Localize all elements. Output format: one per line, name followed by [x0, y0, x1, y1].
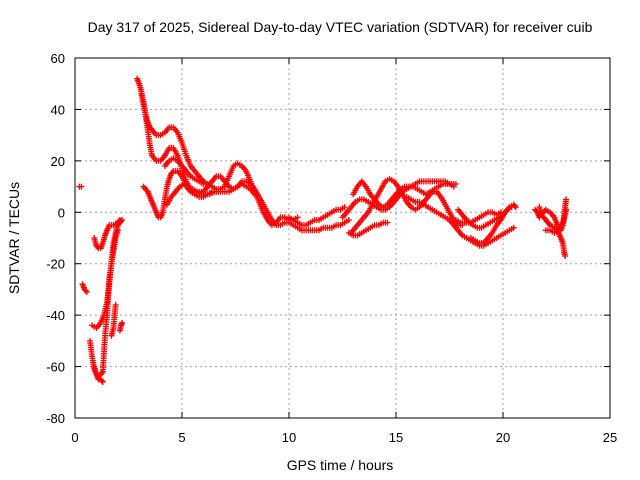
data-point — [200, 181, 207, 187]
data-point — [169, 169, 176, 176]
x-tick-label: 25 — [603, 430, 617, 445]
data-point — [563, 196, 570, 203]
x-axis-tick-labels: 0 5 10 15 20 25 — [71, 430, 617, 445]
data-point — [294, 214, 301, 221]
x-tick-label: 10 — [282, 430, 296, 445]
data-point — [511, 202, 518, 209]
data-point — [510, 224, 517, 231]
data-point — [82, 287, 89, 294]
y-tick-label: 40 — [51, 102, 65, 117]
y-tick-label: -40 — [46, 308, 65, 323]
data-point — [99, 379, 106, 385]
data-point — [497, 209, 504, 216]
y-tick-label: -20 — [46, 257, 65, 272]
y-axis-label: SDTVAR / TECUs — [6, 182, 22, 294]
x-axis-label: GPS time / hours — [287, 457, 394, 473]
y-tick-label: -80 — [46, 411, 65, 426]
data-point — [536, 214, 543, 221]
data-point — [512, 204, 519, 211]
plot-area-frame — [74, 57, 611, 419]
data-point — [83, 289, 90, 295]
x-tick-label: 5 — [178, 430, 185, 445]
chart-title: Day 317 of 2025, Sidereal Day-to-day VTE… — [88, 19, 593, 35]
data-point — [345, 217, 352, 223]
y-tick-label: 60 — [51, 51, 65, 66]
data-point — [78, 183, 85, 190]
data-point — [341, 204, 348, 211]
grid-lines — [75, 58, 610, 418]
x-tick-label: 20 — [496, 430, 510, 445]
data-point — [98, 370, 105, 376]
data-point — [562, 253, 569, 259]
data-point — [115, 218, 122, 225]
data-point — [114, 227, 121, 234]
data-point — [116, 217, 123, 223]
data-point — [112, 301, 119, 308]
data-point — [215, 188, 222, 195]
x-tick-label: 0 — [71, 430, 78, 445]
y-tick-label: -60 — [46, 360, 65, 375]
data-point — [452, 181, 459, 187]
data-point — [119, 319, 126, 326]
data-point — [251, 191, 258, 198]
data-point — [546, 220, 552, 227]
y-axis-tick-labels: -80 -60 -40 -20 0 20 40 60 — [46, 51, 65, 426]
data-point — [98, 377, 105, 384]
data-points — [76, 75, 570, 385]
axis-ticks — [74, 57, 611, 419]
data-point — [384, 219, 391, 226]
y-tick-label: 0 — [58, 205, 65, 220]
x-tick-label: 15 — [389, 430, 403, 445]
data-point — [563, 206, 570, 213]
y-tick-label: 20 — [51, 154, 65, 169]
